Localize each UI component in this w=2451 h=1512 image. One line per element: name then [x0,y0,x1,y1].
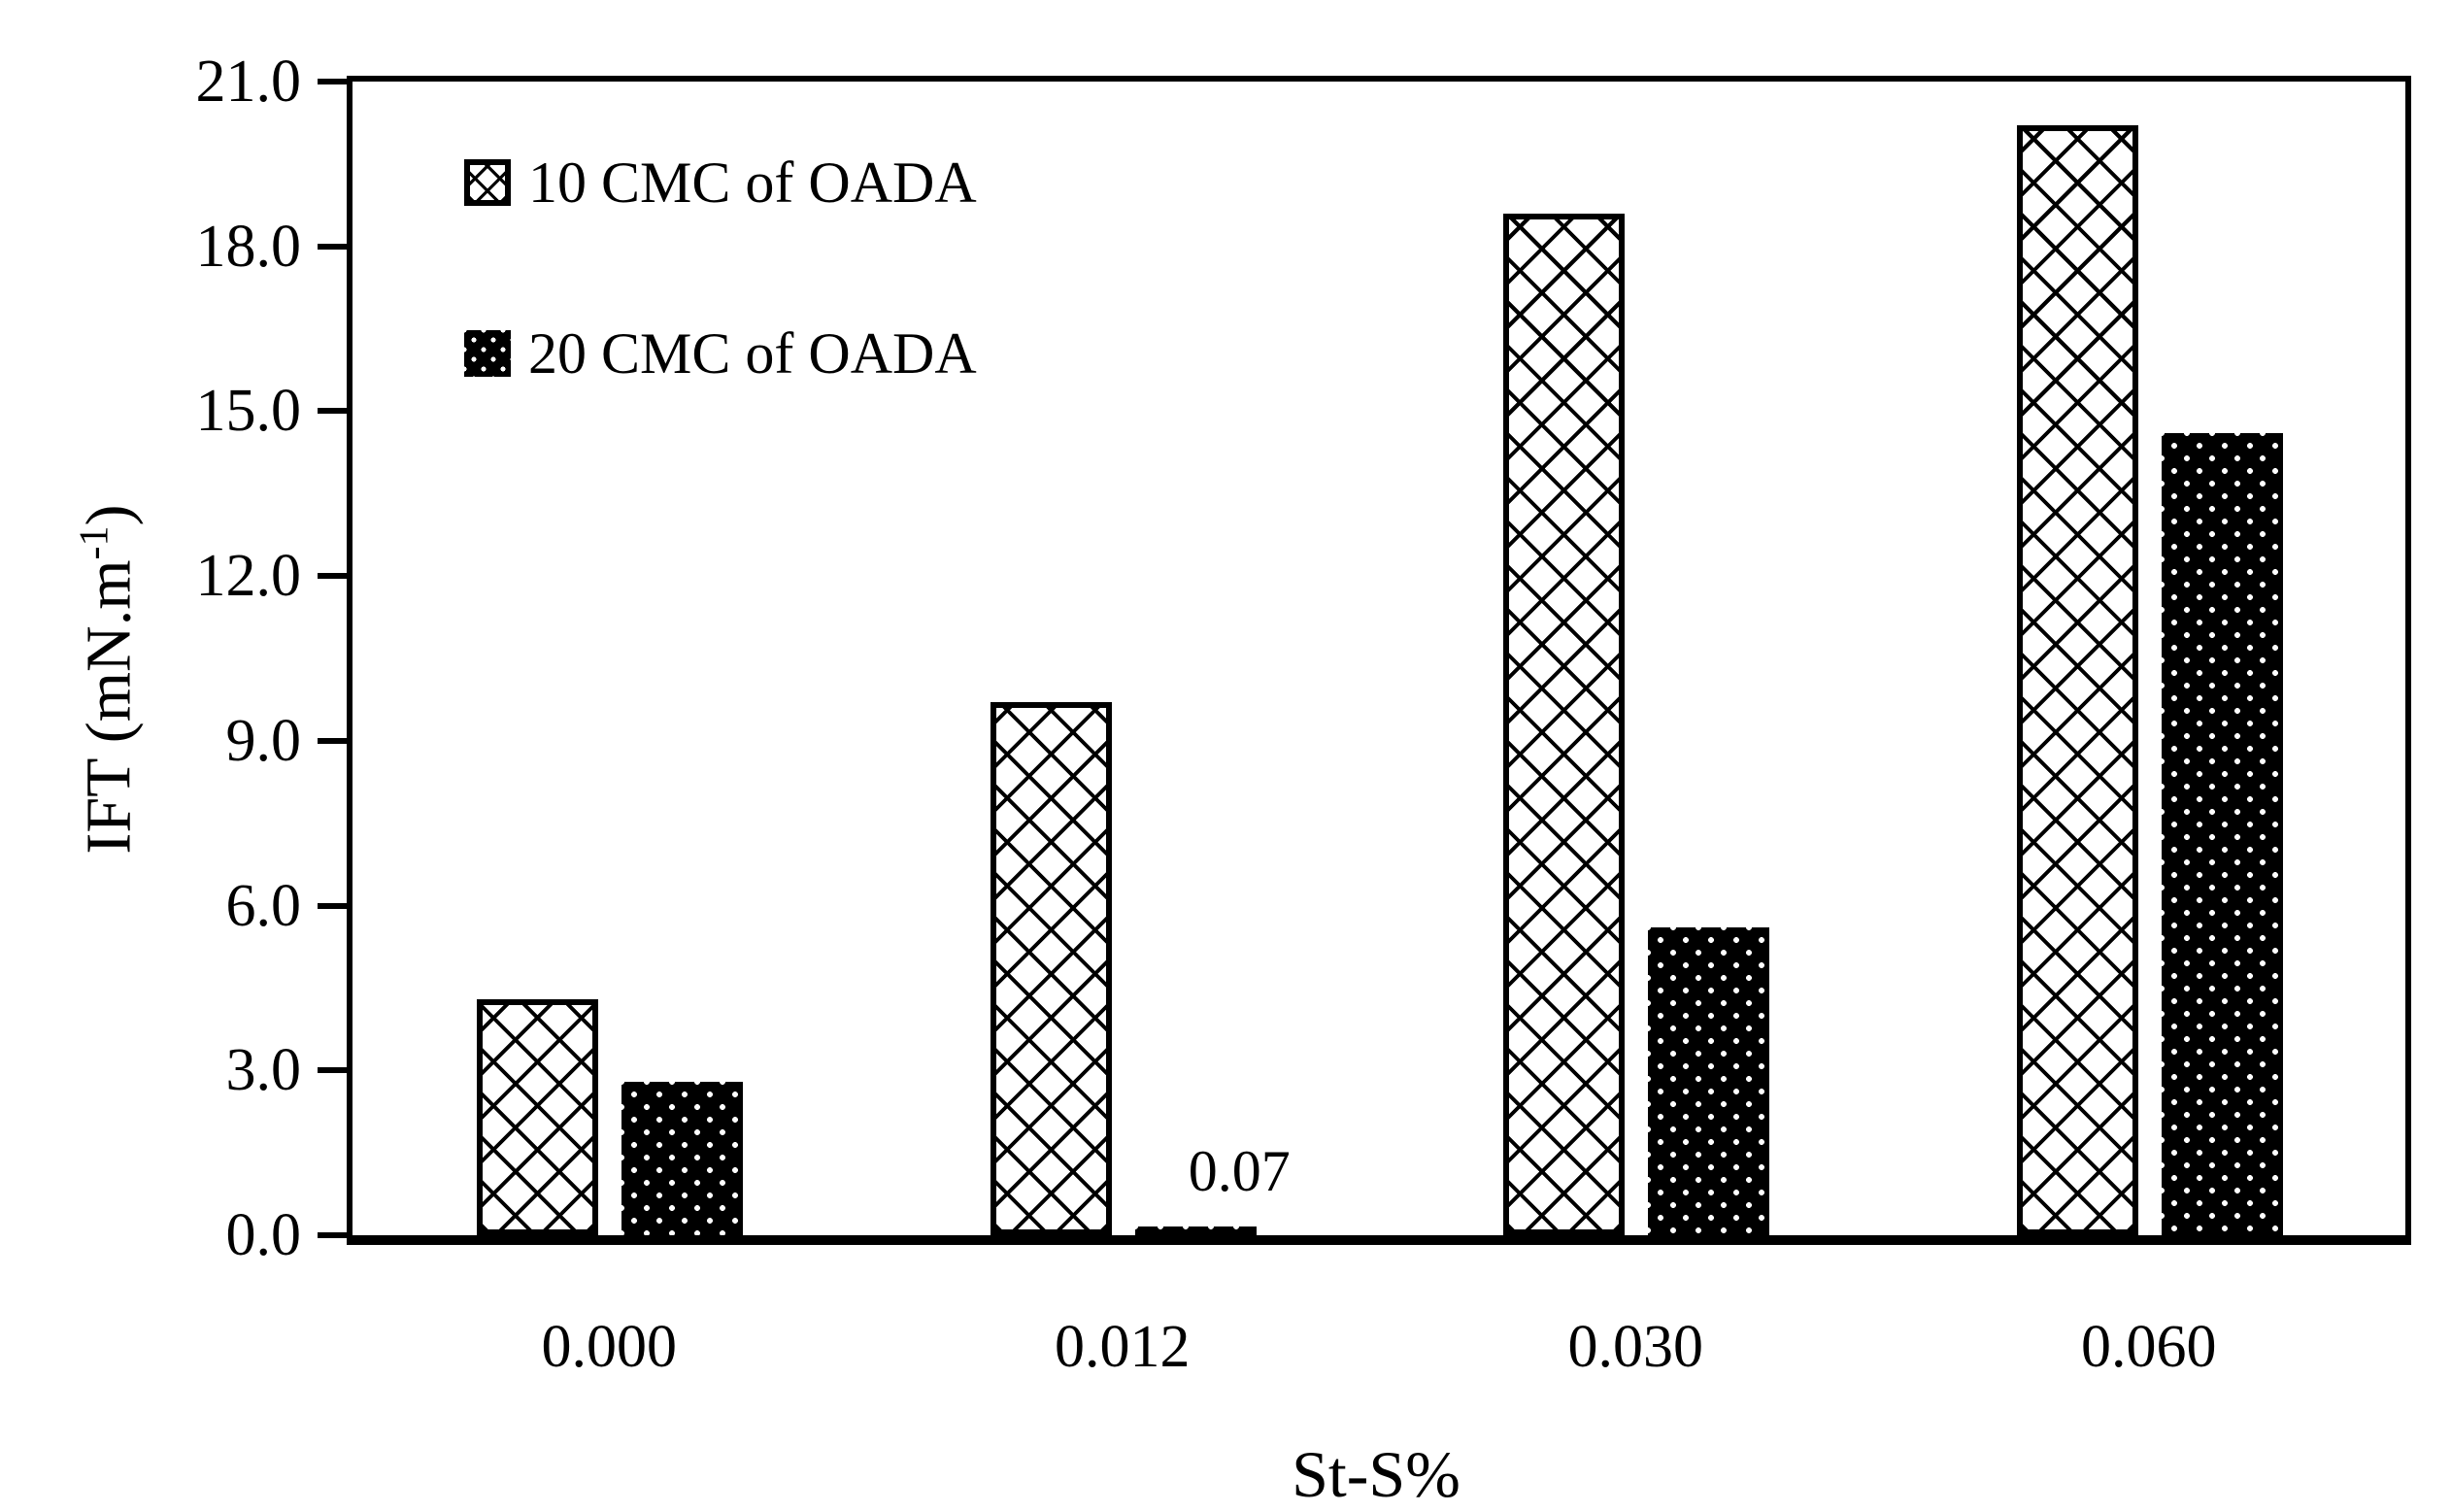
crosshatch-swatch-icon [464,159,511,206]
bar-20-cmc-of-oada-0.012 [1134,1226,1257,1235]
y-axis-tick-label: 15.0 [195,378,302,445]
black-dotted-swatch-icon [464,330,511,377]
bar-20-cmc-of-oada-0.030 [1648,927,1770,1235]
x-axis-category-label: 0.060 [2081,1314,2217,1380]
y-axis-tick-mark [318,902,347,909]
y-axis-tick-mark [318,1232,347,1238]
y-axis-tick-label: 12.0 [195,543,302,610]
legend: 10 CMC of OADA 20 CMC of OADA [464,151,977,493]
legend-label: 20 CMC of OADA [528,321,977,386]
bars-layer [353,82,2405,1235]
x-axis-category-label: 0.000 [541,1314,678,1380]
bar-10-cmc-of-oada-0.000 [477,999,599,1235]
y-axis-title-close: ) [73,504,145,526]
y-axis-tick-mark [318,573,347,580]
bar-value-label: 0.07 [1188,1139,1291,1203]
bar-10-cmc-of-oada-0.012 [990,702,1112,1235]
y-axis-tick-mark [318,408,347,415]
x-axis-category-label: 0.012 [1055,1314,1191,1380]
y-axis-title: IFT (mN.m-1) [59,214,146,1146]
y-axis-tick-label: 18.0 [195,213,302,280]
annotations-layer: 0.07 [353,82,2405,1235]
y-axis-tick-label: 6.0 [225,872,302,939]
legend-item-20cmc: 20 CMC of OADA [464,322,977,385]
x-axis-category-label: 0.030 [1567,1314,1704,1380]
y-axis-tick-label: 9.0 [225,707,302,774]
bar-10-cmc-of-oada-0.060 [2016,125,2138,1235]
bar-20-cmc-of-oada-0.000 [621,1082,744,1235]
y-axis-tick-mark [318,737,347,744]
legend-label: 10 CMC of OADA [528,151,977,215]
y-axis-tick-label: 0.0 [225,1202,302,1268]
y-axis-tick-mark [318,243,347,250]
y-axis-tick-label: 3.0 [225,1037,302,1104]
y-axis-tick-label: 21.0 [195,49,302,115]
y-axis-tick-mark [318,79,347,84]
bar-10-cmc-of-oada-0.030 [1503,214,1626,1235]
plot-area: 0.07 10 CMC of OADA 20 CMC of OADA [318,76,2411,1245]
legend-item-10cmc: 10 CMC of OADA [464,151,977,214]
bar-20-cmc-of-oada-0.060 [2161,433,2283,1235]
y-axis-tick-mark [318,1067,347,1074]
x-axis-title: St-S% [1292,1437,1461,1511]
y-axis-ticks [318,79,2405,1238]
